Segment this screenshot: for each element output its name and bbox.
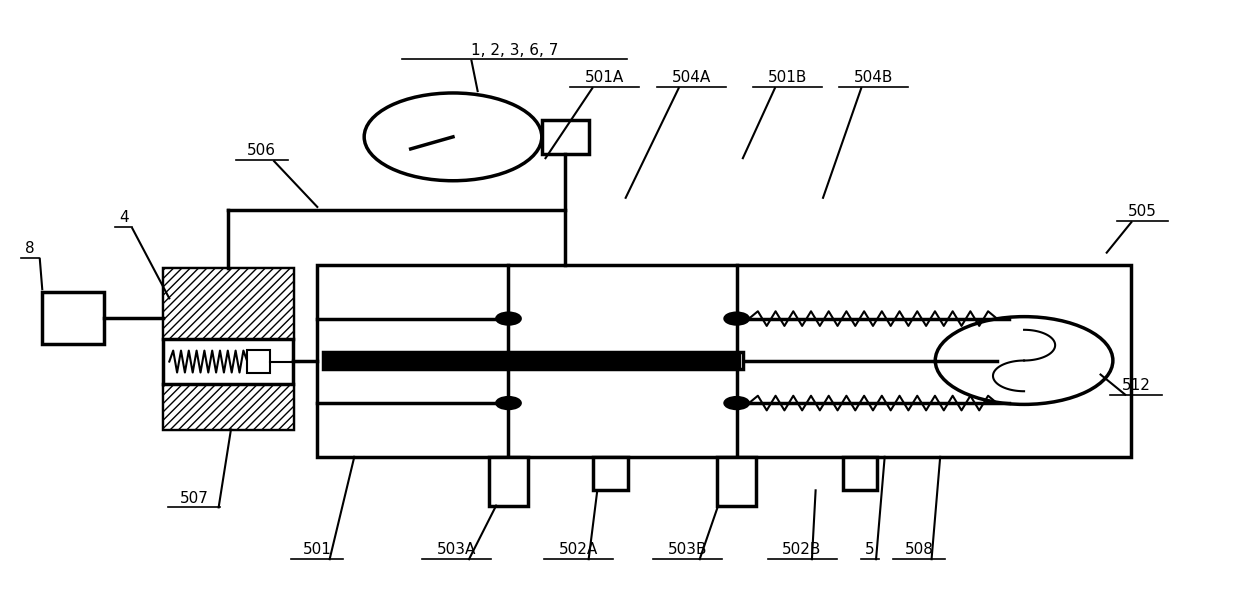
Bar (164, 268, 292, 429)
Bar (843, 457, 877, 490)
Circle shape (496, 397, 520, 409)
Text: 1, 2, 3, 6, 7: 1, 2, 3, 6, 7 (471, 42, 559, 58)
Text: 507: 507 (180, 491, 208, 506)
Text: 501B: 501B (768, 70, 807, 85)
Bar (593, 457, 627, 490)
Text: 4: 4 (119, 210, 129, 225)
Bar (323, 352, 743, 370)
Text: 505: 505 (1127, 204, 1157, 219)
Text: 5: 5 (865, 542, 875, 557)
Bar (541, 120, 589, 154)
Text: 504B: 504B (854, 70, 893, 85)
Bar (717, 457, 757, 506)
Text: 503A: 503A (437, 542, 476, 557)
Text: 503B: 503B (668, 542, 707, 557)
Text: 502B: 502B (782, 542, 821, 557)
Text: 504A: 504A (672, 70, 711, 85)
Text: 508: 508 (904, 542, 934, 557)
Text: 502A: 502A (559, 542, 598, 557)
Text: 501A: 501A (585, 70, 624, 85)
Circle shape (725, 312, 750, 325)
Bar (488, 457, 528, 506)
Circle shape (496, 312, 520, 325)
Bar (164, 268, 292, 339)
Bar (317, 265, 1131, 457)
Circle shape (725, 397, 750, 409)
Bar (42, 292, 104, 344)
Text: 501: 501 (302, 542, 332, 557)
Text: 506: 506 (248, 143, 276, 158)
Text: 8: 8 (25, 240, 35, 256)
Bar (326, 354, 741, 368)
Bar (164, 384, 292, 429)
Bar (248, 350, 270, 373)
Text: 512: 512 (1121, 378, 1151, 393)
